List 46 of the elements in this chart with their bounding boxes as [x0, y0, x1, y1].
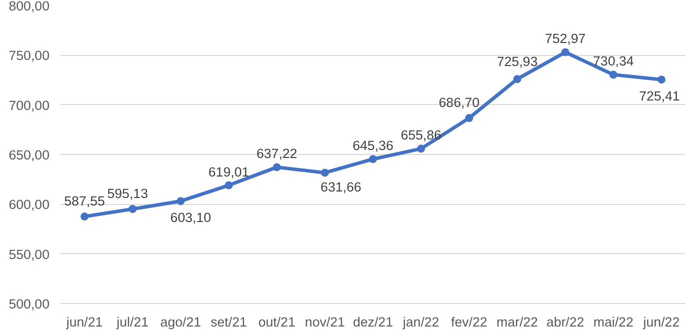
- point: [224, 181, 233, 190]
- x-tick-label: out/21: [258, 314, 296, 330]
- x-tick-label: jan/22: [402, 314, 440, 330]
- point: [417, 144, 426, 153]
- data-label: 655,86: [400, 128, 442, 143]
- data-label: 595,13: [107, 186, 148, 202]
- y-tick-label: 500,00: [8, 296, 50, 312]
- point: [513, 75, 522, 84]
- x-tick-label: jun/21: [65, 314, 103, 330]
- y-tick-label: 600,00: [8, 197, 50, 212]
- point: [609, 70, 618, 79]
- y-tick-label: 700,00: [8, 98, 50, 113]
- y-tick-label: 750,00: [8, 48, 50, 64]
- x-tick-label: nov/21: [304, 314, 345, 330]
- data-label: 686,70: [438, 95, 480, 110]
- data-label: 645,36: [352, 138, 394, 154]
- data-label: 631,66: [320, 180, 362, 195]
- x-tick-label: jun/22: [642, 314, 680, 330]
- point: [80, 212, 89, 221]
- point: [369, 155, 377, 164]
- data-label: 730,34: [593, 54, 634, 69]
- x-tick-label: set/21: [210, 314, 247, 330]
- x-tick-label: ago/21: [160, 314, 202, 330]
- data-label: 725,93: [496, 54, 538, 70]
- data-label: 619,01: [208, 164, 250, 180]
- data-label: 752,97: [544, 31, 586, 46]
- x-tick-label: jul/21: [116, 314, 149, 330]
- x-tick-label: mai/22: [593, 314, 634, 330]
- point: [128, 205, 137, 213]
- data-label: 587,55: [64, 194, 105, 209]
- x-tick-label: dez/21: [352, 314, 394, 330]
- point: [465, 114, 474, 122]
- y-tick-label: 550,00: [8, 246, 50, 262]
- x-tick-label: abr/22: [546, 314, 584, 330]
- y-tick-label: 800,00: [8, 0, 50, 14]
- point: [320, 168, 329, 177]
- y-tick-label: 650,00: [8, 148, 50, 162]
- x-tick-label: fev/22: [451, 314, 488, 330]
- data-label: 637,22: [256, 146, 298, 162]
- data-label: 603,10: [170, 210, 212, 226]
- point: [272, 163, 281, 172]
- point: [657, 76, 666, 84]
- point: [176, 197, 185, 206]
- point: [561, 48, 570, 56]
- data-label: 725,41: [639, 88, 680, 104]
- x-tick-label: mar/22: [496, 314, 538, 330]
